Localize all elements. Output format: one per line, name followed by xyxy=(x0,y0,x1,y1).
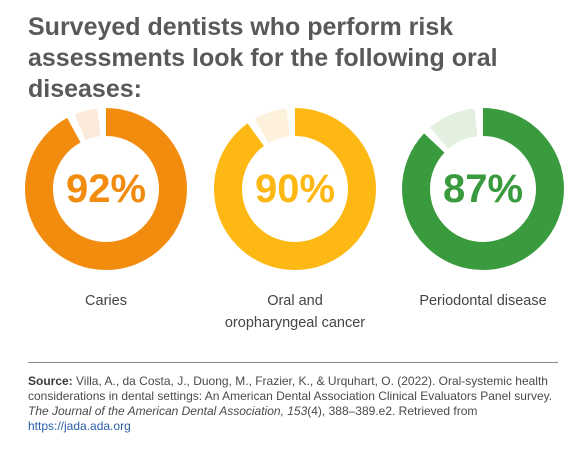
label-oral-cancer: Oral and oropharyngeal cancer xyxy=(190,290,400,334)
donut-arc-caries xyxy=(25,108,187,270)
donut-track-caries xyxy=(25,107,187,270)
donut-track-periodontal xyxy=(401,108,564,270)
donut-svg-periodontal xyxy=(401,108,564,270)
label-periodontal: Periodontal disease xyxy=(378,290,570,312)
donut-svg-caries xyxy=(25,107,187,270)
percent-caries: 92% xyxy=(65,167,147,211)
source-text-authors: Villa, A., da Costa, J., Duong, M., Fraz… xyxy=(28,374,553,403)
label-oral-cancer-line1: Oral and xyxy=(267,293,323,309)
source-text-pages: (4), 388–389.e2. Retrieved from xyxy=(307,404,478,418)
donut-track-oral-cancer xyxy=(214,107,376,270)
percent-oral-cancer: 90% xyxy=(254,167,336,211)
source-citation: Source: Villa, A., da Costa, J., Duong, … xyxy=(28,374,558,434)
donut-arc-periodontal xyxy=(402,108,564,270)
source-journal: The Journal of the American Dental Assoc… xyxy=(28,404,308,418)
donut-arc-oral-cancer xyxy=(214,108,376,270)
label-caries: Caries xyxy=(1,290,211,312)
donut-svg-oral-cancer xyxy=(214,107,376,270)
divider-line xyxy=(28,362,558,363)
source-label: Source: xyxy=(28,374,73,388)
donut-chart-oral-cancer: 90% xyxy=(210,104,380,274)
percent-periodontal: 87% xyxy=(442,167,524,211)
source-link[interactable]: https://jada.ada.org xyxy=(28,419,131,433)
label-periodontal-text: Periodontal disease xyxy=(419,293,547,309)
label-caries-text: Caries xyxy=(85,293,127,309)
donut-chart-caries: 92% xyxy=(21,104,191,274)
label-oral-cancer-line2: oropharyngeal cancer xyxy=(224,315,366,331)
chart-title: Surveyed dentists who perform risk asses… xyxy=(28,13,498,103)
donut-chart-periodontal: 87% xyxy=(398,104,568,274)
